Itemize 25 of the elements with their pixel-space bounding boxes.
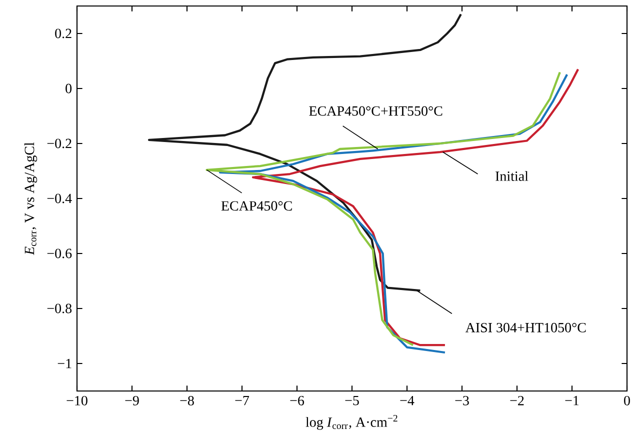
x-axis-title: log I$_{corr}$, A·cm$^{−2}$ (306, 414, 398, 430)
x-tick-label: −8 (180, 396, 194, 406)
annotation: ECAP450°C+HT550°C (309, 106, 442, 116)
x-tick-label: −5 (345, 396, 359, 406)
y-tick-label: −0.4 (47, 194, 72, 204)
annotation: ECAP450°C (221, 201, 292, 211)
x-tick-label: −10 (66, 396, 88, 406)
y-tick-label: −0.6 (47, 248, 72, 258)
x-tick-label: −4 (400, 396, 414, 406)
line-series (148, 13, 462, 292)
y-tick-label: 0 (66, 84, 72, 94)
y-axis-title: E$_{corr}$, V vs Ag/AgCl (24, 142, 38, 256)
annotation: AISI 304+HT1050°C (465, 322, 586, 332)
x-tick-label: 0 (624, 396, 630, 406)
annotation: Initial (496, 171, 528, 181)
x-tick-label: −6 (290, 396, 304, 406)
x-tick-label: −2 (510, 396, 524, 406)
x-tick-label: −9 (125, 396, 139, 406)
y-tick-label: −0.8 (47, 304, 72, 314)
x-tick-label: −7 (235, 396, 250, 406)
x-tick-label: −3 (455, 396, 469, 406)
y-tick-label: −1 (58, 358, 72, 368)
y-tick-label: 0.2 (55, 28, 72, 38)
x-tick-label: −1 (565, 396, 579, 406)
y-tick-label: −0.2 (47, 138, 72, 148)
